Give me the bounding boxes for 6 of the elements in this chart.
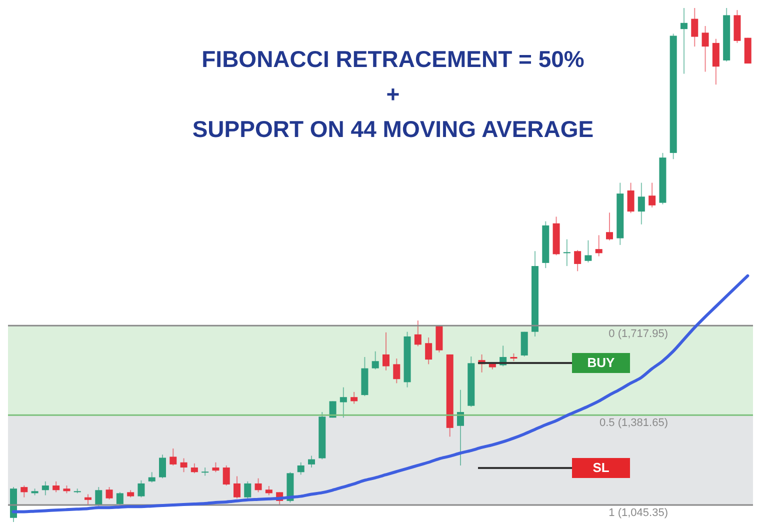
annotation: 1 (1,045.35) bbox=[608, 507, 668, 520]
annotation: 0.5 (1,381.65) bbox=[600, 417, 668, 430]
annotation: 0 (1,717.95) bbox=[608, 328, 668, 340]
annotation: SL bbox=[572, 458, 630, 478]
text: FIBONACCI RETRACEMENT = 50% + SUPPORT ON 44 MOVING AVERAGE bbox=[191, 45, 595, 144]
annotation: BUY bbox=[572, 353, 630, 373]
